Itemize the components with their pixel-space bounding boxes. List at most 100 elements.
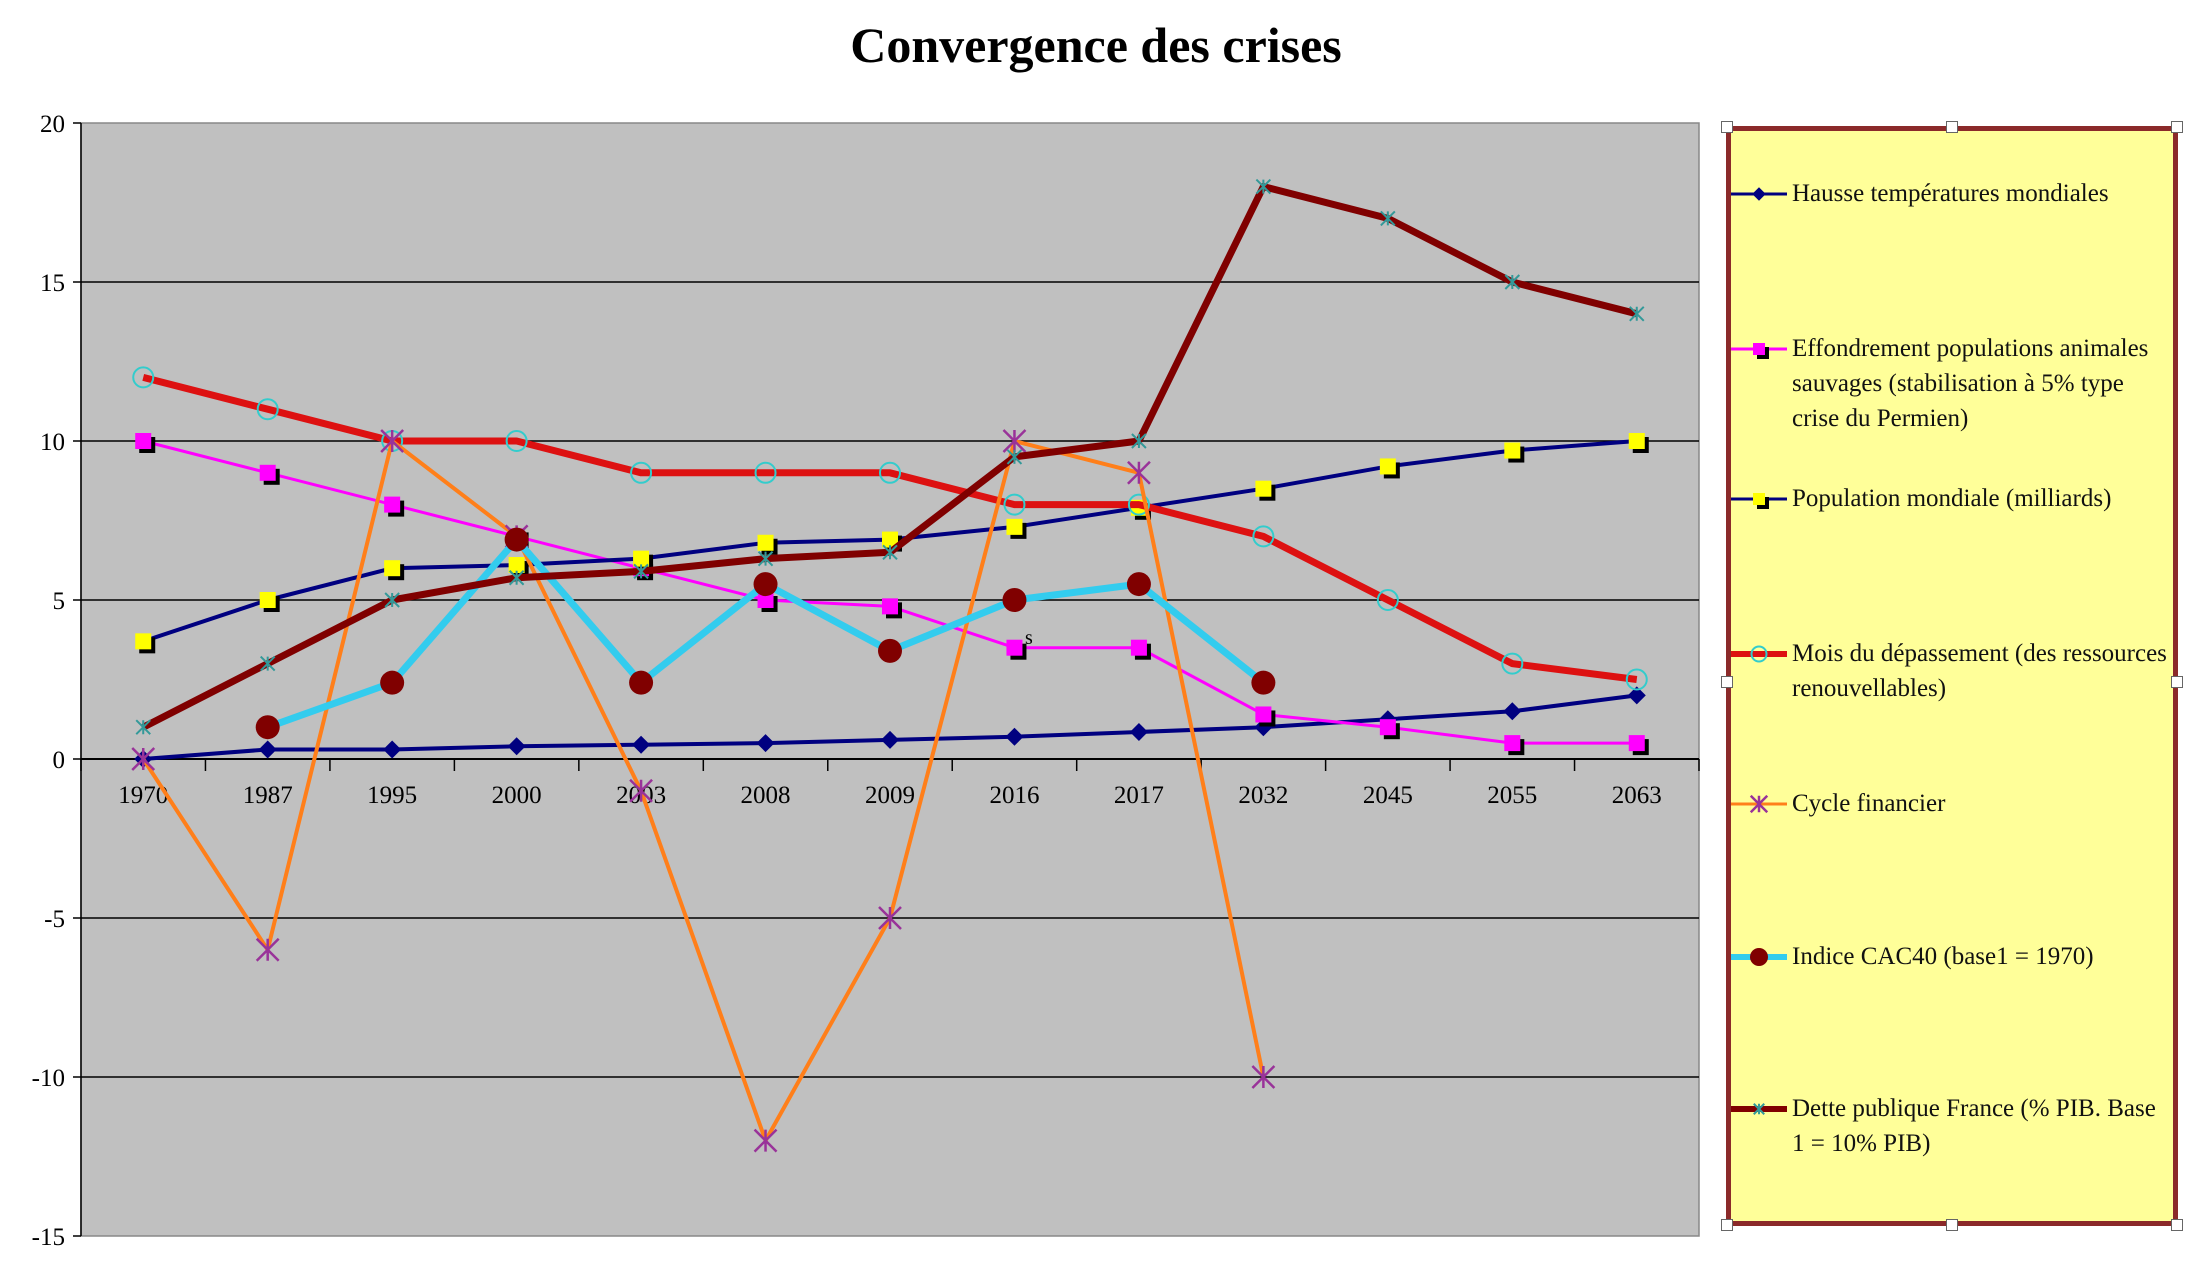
- x-tick-label: 2063: [1612, 782, 1662, 809]
- resize-handle[interactable]: [1721, 676, 1733, 688]
- x-tick-label: 2032: [1238, 782, 1288, 809]
- asterisk-marker: [508, 570, 525, 586]
- open-circle-marker: [1127, 493, 1150, 516]
- legend-label: Population mondiale (milliards): [1792, 485, 2112, 512]
- square-marker: [1255, 480, 1272, 497]
- resize-handle[interactable]: [1721, 121, 1733, 133]
- resize-handle[interactable]: [2171, 121, 2183, 133]
- series-6: [135, 178, 1645, 735]
- diamond-marker: [258, 740, 277, 759]
- y-tick-label: 20: [40, 111, 65, 138]
- resize-handle[interactable]: [1946, 121, 1958, 133]
- asterisk-marker: [1131, 433, 1147, 449]
- series-2: [135, 433, 1649, 654]
- resize-handle[interactable]: [2171, 1219, 2183, 1231]
- square-marker: [1628, 735, 1645, 752]
- diamond-marker: [881, 730, 899, 749]
- legend-label: Dette publique France (% PIB. Base 1 = 1…: [1792, 1095, 2156, 1157]
- diamond-marker: [383, 740, 402, 759]
- legend-label: Hausse températures mondiales: [1792, 180, 2109, 207]
- asterisk-marker: [384, 592, 400, 608]
- open-circle-marker: [256, 398, 279, 421]
- circle-marker: [629, 670, 654, 695]
- asterisk-marker: [1006, 449, 1023, 465]
- square-marker: [882, 531, 898, 548]
- open-circle-marker: [630, 461, 653, 484]
- open-circle-marker: [1252, 525, 1275, 548]
- x-tick-label: 1995: [367, 782, 417, 809]
- square-marker: [1379, 719, 1396, 736]
- square-marker: [1379, 458, 1396, 475]
- circle-marker: [1002, 588, 1027, 612]
- square-marker: [1006, 639, 1023, 656]
- star-marker: [629, 778, 653, 803]
- x-tick-label: 2045: [1363, 782, 1413, 809]
- square-marker: [633, 550, 650, 567]
- asterisk-marker: [1504, 274, 1521, 290]
- square-marker: [384, 560, 401, 577]
- y-tick-label: -15: [32, 1224, 65, 1251]
- square-marker: [1753, 343, 1765, 355]
- square-marker: [259, 592, 276, 608]
- legend-symbol-icon: [1731, 645, 1787, 663]
- asterisk-marker: [1753, 1103, 1765, 1115]
- diamond-marker: [1752, 187, 1766, 201]
- square-marker: [757, 534, 774, 551]
- asterisk-marker: [1629, 306, 1645, 322]
- square-marker: [259, 464, 276, 481]
- circle-marker: [753, 572, 778, 597]
- legend-symbol-icon: [1731, 948, 1787, 966]
- open-circle-marker: [1625, 668, 1648, 691]
- circle-marker: [878, 638, 902, 663]
- square-marker: [1753, 493, 1765, 505]
- star-marker: [1749, 794, 1769, 814]
- star-marker: [1002, 429, 1027, 453]
- square-marker: [1130, 639, 1147, 656]
- x-tick-label: 2016: [989, 782, 1039, 809]
- x-tick-label: 2055: [1487, 782, 1537, 809]
- legend-symbol-icon: [1731, 1103, 1787, 1115]
- series-1: [135, 433, 1649, 756]
- open-circle-marker: [1376, 589, 1399, 611]
- plot-area: [80, 122, 1700, 1237]
- square-marker: [1504, 442, 1521, 459]
- open-circle-marker: [754, 461, 777, 484]
- annotation-s: s: [1025, 627, 1033, 649]
- legend-symbol-icon: [1731, 794, 1787, 814]
- legend-symbol-icon: [1731, 493, 1787, 509]
- y-tick-label: 5: [53, 588, 66, 615]
- open-circle-marker: [132, 366, 155, 389]
- resize-handle[interactable]: [1721, 1219, 1733, 1231]
- legend-label: Cycle financier: [1792, 790, 1946, 817]
- legend[interactable]: Hausse températures mondiales Effondremen…: [1721, 121, 2183, 1231]
- legend-label: Mois du dépassement (des ressources reno…: [1792, 640, 2167, 702]
- y-tick-label: 15: [40, 270, 65, 297]
- resize-handle[interactable]: [1946, 1219, 1958, 1231]
- y-tick-label: 0: [53, 747, 66, 774]
- asterisk-marker: [135, 719, 151, 735]
- square-marker: [757, 592, 774, 608]
- diamond-marker: [1627, 686, 1646, 705]
- circle-marker: [1251, 670, 1276, 695]
- resize-handle[interactable]: [2171, 676, 2183, 688]
- legend-symbol-icon: [1731, 187, 1787, 201]
- open-circle-marker: [879, 461, 901, 484]
- x-tick-label: 2000: [492, 782, 542, 809]
- square-marker: [508, 557, 525, 574]
- asterisk-marker: [1255, 178, 1272, 195]
- diamond-marker: [1005, 727, 1024, 746]
- diamond-marker: [1129, 722, 1148, 741]
- diamond-marker: [756, 734, 775, 753]
- asterisk-marker: [757, 550, 774, 567]
- x-tick-label: 2017: [1114, 782, 1164, 809]
- series-line: [141, 439, 1266, 1143]
- circle-marker: [255, 715, 280, 740]
- asterisk-marker: [1380, 210, 1396, 227]
- diamond-marker: [632, 735, 651, 754]
- square-marker: [1255, 706, 1272, 723]
- square-marker: [882, 598, 898, 615]
- star-marker: [131, 747, 156, 771]
- y-tick-label: -10: [32, 1065, 65, 1092]
- square-marker: [1504, 735, 1521, 752]
- circle-marker: [1126, 572, 1151, 597]
